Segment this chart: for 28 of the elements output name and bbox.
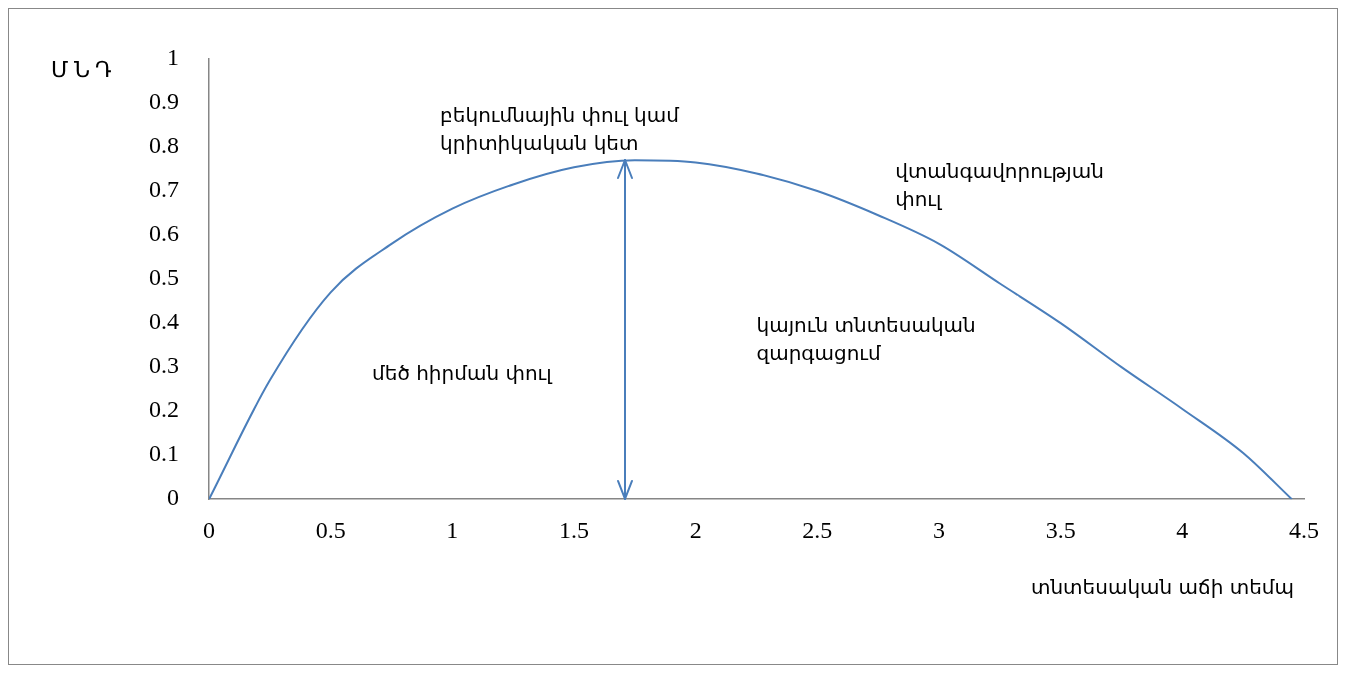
annotation: վտանգավորության փուլ xyxy=(895,158,1104,211)
annotation: կայուն տնտեսական զարգացում xyxy=(756,312,976,365)
x-axis-title: տնտեսական աճի տեմպ xyxy=(1030,575,1294,600)
y-tick-label: 0.2 xyxy=(149,396,179,423)
y-tick-label: 0.6 xyxy=(149,220,179,247)
x-tick-label: 2 xyxy=(689,516,702,543)
y-tick-label: 0.4 xyxy=(149,308,179,335)
y-tick-label: 0.9 xyxy=(149,88,179,115)
x-tick-label: 0 xyxy=(203,516,215,543)
annotation: բեկումնային փուլ կամ կրիտիկական կետ xyxy=(440,103,680,156)
annotation: մեծ հիրման փուլ xyxy=(372,361,554,386)
x-tick-label: 2.5 xyxy=(802,516,833,543)
y-axis-title: Մ Ն Դ xyxy=(51,57,112,82)
line-series xyxy=(209,159,1293,500)
y-tick-label: 1 xyxy=(167,44,179,71)
x-tick-label: 4 xyxy=(1176,516,1189,543)
x-tick-label: 1.5 xyxy=(559,516,589,543)
y-tick-label: 0.5 xyxy=(149,264,179,291)
y-tick-label: 0.3 xyxy=(149,352,179,379)
y-tick-label: 0.7 xyxy=(149,176,179,203)
y-tick-label: 0.8 xyxy=(149,132,179,159)
x-tick-label: 0.5 xyxy=(315,516,346,543)
x-tick-label: 4.5 xyxy=(1289,516,1319,543)
x-tick-label: 3.5 xyxy=(1045,516,1076,543)
y-tick-label: 0 xyxy=(167,484,179,511)
x-tick-label: 3 xyxy=(933,516,945,543)
x-tick-label: 1 xyxy=(446,516,459,543)
y-tick-label: 0.1 xyxy=(149,440,179,467)
